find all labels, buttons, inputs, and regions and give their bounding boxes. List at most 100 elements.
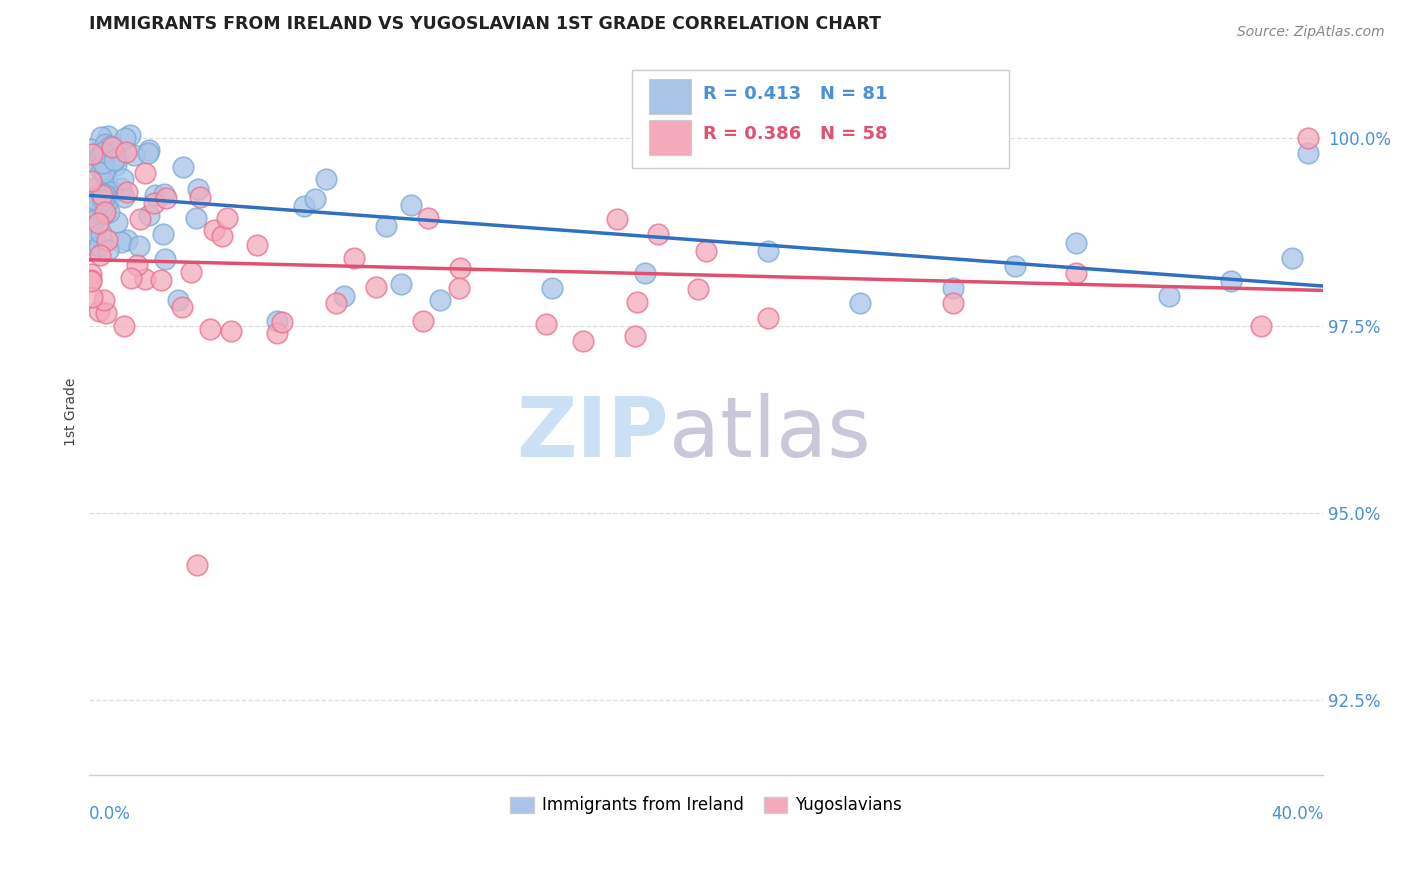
Point [333,289,356,303]
Point [187,182,209,196]
FancyBboxPatch shape [633,70,1008,169]
Point [110,235,132,250]
Point [90,226,112,240]
Point [1004,259,1026,273]
Point [93,159,115,173]
Point [626,295,648,310]
Point [166,293,188,308]
Point [80,142,103,156]
Point [343,251,366,265]
Point [202,223,225,237]
Point [91,188,114,202]
Point [1066,236,1088,251]
Point [93,207,115,221]
Point [186,211,208,225]
Point [138,208,160,222]
Point [1296,146,1319,161]
Point [87,239,110,253]
Point [150,273,173,287]
Point [80,174,103,188]
Point [105,215,128,229]
Point [97,204,120,219]
Point [188,190,211,204]
Point [89,148,111,162]
Point [125,258,148,272]
Point [80,274,103,288]
Point [90,162,112,177]
Text: 40.0%: 40.0% [1271,805,1323,823]
Point [152,227,174,242]
Point [115,233,138,247]
Point [84,202,107,217]
Point [96,161,118,176]
Point [97,243,120,257]
Point [1296,131,1319,145]
Point [86,207,108,221]
Point [94,205,117,219]
Point [87,216,110,230]
Point [110,181,132,195]
Point [96,233,118,247]
Point [121,271,143,285]
Point [849,296,872,310]
Point [1281,251,1303,265]
Point [134,272,156,286]
Point [93,165,115,179]
Point [686,282,709,296]
Point [91,156,114,170]
Point [266,313,288,327]
Point [100,139,122,153]
Point [91,194,114,208]
Point [86,211,108,225]
Point [153,252,176,267]
Text: atlas: atlas [669,393,870,474]
Point [1250,318,1272,333]
Y-axis label: 1st Grade: 1st Grade [65,377,79,446]
Point [98,138,121,153]
Point [105,151,128,165]
Point [115,145,138,160]
Point [118,128,141,142]
Point [152,187,174,202]
Point [94,148,117,162]
Point [93,186,115,201]
Point [695,244,717,258]
Point [271,315,294,329]
Point [170,300,193,314]
Text: ZIP: ZIP [517,393,669,474]
Point [315,172,337,186]
Point [389,277,412,292]
Point [541,281,564,295]
Point [83,193,105,207]
Point [90,130,112,145]
Point [80,267,103,281]
Point [173,160,195,174]
Point [211,228,233,243]
Point [80,290,103,304]
Point [215,211,238,225]
Point [536,318,558,332]
Point [97,129,120,144]
Point [94,306,117,320]
FancyBboxPatch shape [650,120,692,154]
Point [90,150,112,164]
Point [606,211,628,226]
Point [449,260,471,275]
Legend: Immigrants from Ireland, Yugoslavians: Immigrants from Ireland, Yugoslavians [503,789,908,821]
Point [1219,274,1241,288]
Point [89,247,111,261]
Point [364,280,387,294]
Point [80,154,103,169]
Point [89,304,111,318]
Point [142,195,165,210]
Point [145,188,167,202]
Point [112,318,135,333]
Point [246,238,269,252]
Point [374,219,396,233]
Text: Source: ZipAtlas.com: Source: ZipAtlas.com [1237,25,1385,39]
Point [1066,266,1088,280]
Point [114,131,136,145]
Point [180,265,202,279]
Point [942,281,965,295]
Point [186,558,208,573]
